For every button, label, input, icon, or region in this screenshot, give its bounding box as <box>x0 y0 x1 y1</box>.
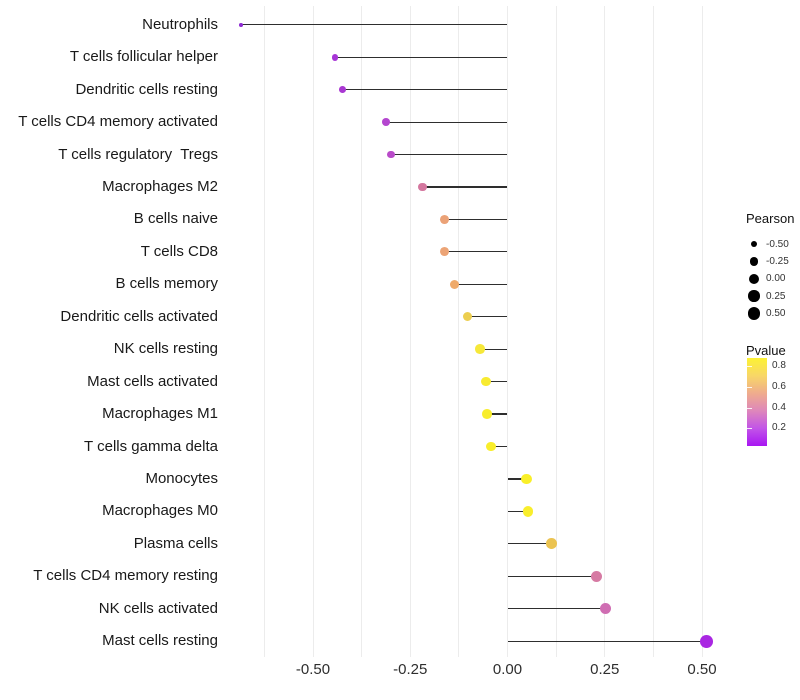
pvalue-legend-value-label: 0.6 <box>772 380 786 392</box>
data-point-dot <box>521 473 532 485</box>
data-point-dot <box>482 409 493 419</box>
pearson-legend-value-label: -0.50 <box>766 238 789 250</box>
pearson-legend-dot <box>749 273 759 284</box>
stem-segment <box>507 608 606 610</box>
data-point-dot <box>599 602 612 615</box>
category-label: T cells gamma delta <box>84 437 218 455</box>
data-point-dot <box>440 247 450 257</box>
stem-segment <box>444 218 508 221</box>
category-label: T cells CD8 <box>140 242 218 260</box>
data-point-dot <box>546 538 558 550</box>
data-point-dot <box>331 53 339 61</box>
data-point-dot <box>239 22 243 27</box>
pearson-legend-value-label: 0.00 <box>766 273 786 285</box>
data-point-dot <box>590 570 603 582</box>
vertical-gridline <box>652 6 654 657</box>
category-label: Dendritic cells resting <box>75 80 218 98</box>
category-label: T cells follicular helper <box>69 48 218 66</box>
category-label: Neutrophils <box>142 15 218 33</box>
vertical-gridline <box>409 6 411 657</box>
x-tick-label: 0.25 <box>590 661 620 678</box>
stem-segment <box>467 316 508 318</box>
stem-segment <box>507 575 597 577</box>
data-point-dot <box>449 279 459 289</box>
vertical-gridline <box>312 6 314 657</box>
data-point-dot <box>440 214 449 224</box>
vertical-gridline <box>604 6 606 657</box>
category-label: T cells CD4 memory resting <box>33 567 218 585</box>
category-label: Macrophages M1 <box>102 405 218 423</box>
pearson-legend-dot <box>750 241 758 248</box>
category-label: B cells memory <box>115 275 218 293</box>
pvalue-legend-title: Pvalue <box>746 343 786 358</box>
data-point-dot <box>462 312 473 322</box>
category-label: T cells regulatory Tregs <box>58 145 218 163</box>
pearson-legend-dot <box>748 290 760 302</box>
vertical-gridline <box>507 6 508 657</box>
pvalue-gradient-bar <box>747 358 767 446</box>
stem-segment <box>342 89 508 91</box>
category-label: Plasma cells <box>133 534 218 552</box>
stem-segment <box>507 478 527 480</box>
category-label: B cells naive <box>133 210 218 228</box>
x-tick-label: 0.00 <box>492 661 523 678</box>
stem-segment <box>487 413 508 415</box>
category-label: NK cells resting <box>113 340 218 358</box>
category-label: Macrophages M2 <box>102 178 218 195</box>
pvalue-legend-value-label: 0.2 <box>772 422 786 434</box>
category-label: T cells CD4 memory activated <box>18 113 218 131</box>
data-point-dot <box>700 634 714 648</box>
x-tick-label: -0.50 <box>295 661 331 678</box>
stem-segment <box>444 251 508 253</box>
category-label: Macrophages M0 <box>102 502 218 520</box>
data-point-dot <box>339 86 346 94</box>
category-label: NK cells activated <box>98 599 218 617</box>
pearson-legend-dot <box>749 257 759 266</box>
pvalue-legend-value-label: 0.8 <box>772 360 786 372</box>
stem-segment <box>390 153 508 156</box>
category-label: Mast cells activated <box>87 372 218 390</box>
vertical-gridline <box>458 6 460 657</box>
pvalue-gradient-tick <box>747 428 752 430</box>
pearson-legend-dot <box>747 307 761 320</box>
vertical-gridline <box>263 6 265 657</box>
x-tick-label: -0.25 <box>393 661 428 678</box>
vertical-gridline <box>555 6 557 657</box>
pearson-legend-value-label: -0.25 <box>766 256 789 268</box>
stem-segment <box>422 186 508 188</box>
stem-segment <box>507 640 707 642</box>
category-label: Monocytes <box>145 469 218 487</box>
stem-segment <box>335 56 508 58</box>
data-point-dot <box>418 182 427 192</box>
x-tick-label: 0.50 <box>687 661 717 678</box>
pvalue-legend-value-label: 0.4 <box>772 401 786 413</box>
data-point-dot <box>480 376 491 387</box>
stem-segment <box>507 543 552 545</box>
pearson-legend-value-label: 0.25 <box>766 290 786 302</box>
data-point-dot <box>485 441 496 452</box>
stem-segment <box>479 348 508 350</box>
stem-segment <box>241 24 508 26</box>
pvalue-gradient-tick <box>747 407 752 409</box>
stem-segment <box>485 381 508 383</box>
vertical-gridline <box>701 6 703 657</box>
pearson-legend-value-label: 0.50 <box>766 308 786 319</box>
category-label: Dendritic cells activated <box>60 307 218 325</box>
data-point-dot <box>522 506 533 517</box>
vertical-gridline <box>361 6 363 657</box>
stem-segment <box>385 121 508 123</box>
stem-segment <box>490 445 508 448</box>
data-point-dot <box>475 344 485 354</box>
stem-segment <box>507 510 528 512</box>
data-point-dot <box>381 118 390 126</box>
pvalue-gradient-tick <box>747 366 752 368</box>
stem-segment <box>454 283 508 285</box>
pearson-legend-title: Pearson <box>746 211 795 226</box>
category-label: Mast cells resting <box>102 632 218 650</box>
data-point-dot <box>386 150 395 159</box>
pvalue-gradient-tick <box>747 386 752 388</box>
